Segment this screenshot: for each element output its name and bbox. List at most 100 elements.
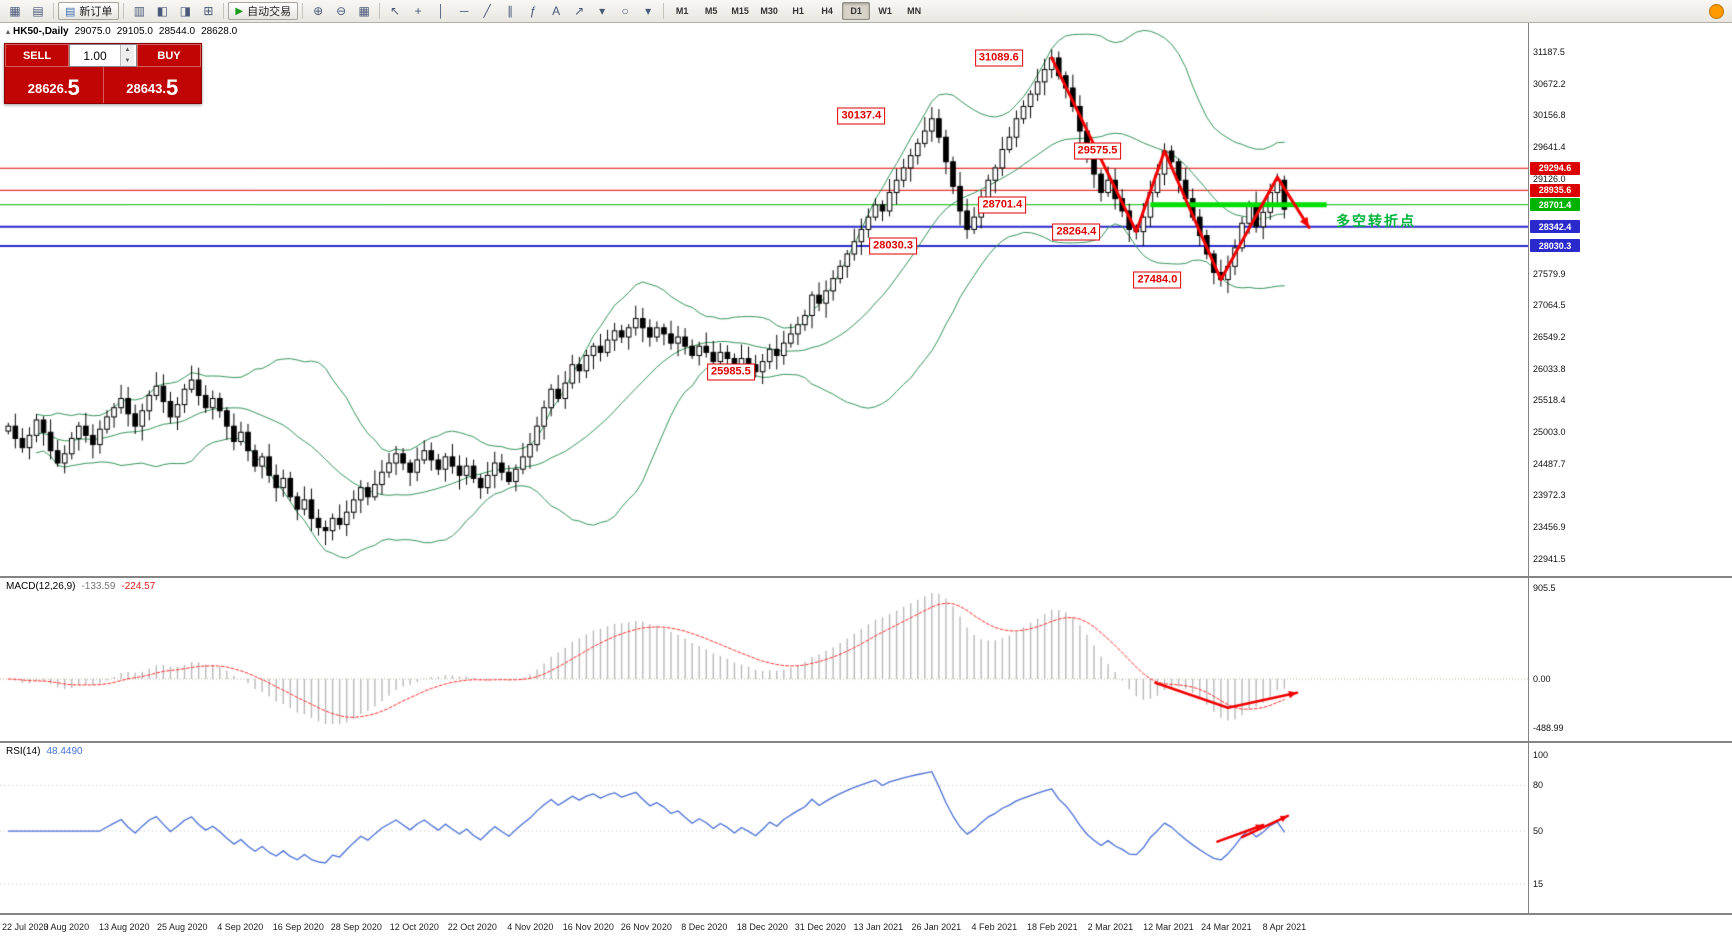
new-chart-icon[interactable]: ▦ <box>9 4 21 18</box>
volume-input[interactable] <box>70 45 120 66</box>
date-tick-label: 18 Dec 2020 <box>736 922 788 932</box>
low-value: 28544.0 <box>158 26 196 37</box>
price-tick-label: 27579.9 <box>1533 268 1566 279</box>
main-toolbar: ▦ ▤ ▤ 新订单 ▥ ◧ ◨ ⊞ ▶ 自动交易 ⊕ ⊖ ▦ ↖ + │ ─ ╱ ∥ ƒ A ↗ ▾ ○ ▾ M1… <box>0 0 1732 23</box>
text-icon[interactable]: A <box>552 4 561 18</box>
zoom-out-icon[interactable]: ⊖ <box>336 4 347 18</box>
date-tick-label: 4 Feb 2021 <box>971 922 1018 932</box>
zoom-in-icon[interactable]: ⊕ <box>313 4 324 18</box>
volume-down-icon[interactable]: ▼ <box>121 55 134 66</box>
macd-label: MACD(12,26,9) <box>6 581 76 592</box>
sell-price[interactable]: 28626. 5 <box>5 67 104 103</box>
date-tick-label: 18 Feb 2021 <box>1027 922 1078 932</box>
shapes-icon[interactable]: ○ <box>621 4 629 18</box>
panel-splitter[interactable] <box>0 576 1732 578</box>
price-callout[interactable]: 30137.4 <box>837 107 886 125</box>
toolbar-separator <box>223 3 225 19</box>
price-chart-canvas[interactable] <box>0 23 1528 576</box>
high-value: 29105.0 <box>116 26 153 37</box>
sell-button[interactable]: SELL <box>5 44 69 67</box>
price-callout[interactable]: 29575.5 <box>1073 142 1122 160</box>
navigator-icon[interactable]: ◨ <box>179 4 192 18</box>
price-chart-panel: ▴ HK50-,Daily 29075.0 29105.0 28544.0 28628.0… <box>0 23 1528 576</box>
axis-price-tag: 28935.6 <box>1530 183 1580 197</box>
date-tick-label: 8 Apr 2021 <box>1262 922 1307 932</box>
toolbar-view-group: ▥ ◧ ◨ ⊞ <box>128 1 219 21</box>
axis-price-tag: 28342.4 <box>1530 220 1580 234</box>
timeframe-w1-button[interactable]: W1 <box>878 6 892 16</box>
fibonacci-icon[interactable]: ƒ <box>529 4 537 18</box>
timeframe-m15-button[interactable]: M15 <box>731 6 749 16</box>
volume-up-icon[interactable]: ▲ <box>121 45 134 56</box>
buy-price[interactable]: 28643. 5 <box>104 67 202 103</box>
cursor-icon[interactable]: ↖ <box>390 4 401 18</box>
timeframe-mn-button[interactable]: MN <box>907 6 922 16</box>
price-callout[interactable]: 28030.3 <box>869 237 917 255</box>
market-watch-icon[interactable]: ▥ <box>133 4 146 18</box>
volume-stepper: ▲ ▼ <box>120 45 134 66</box>
time-axis[interactable]: 22 Jul 2020 3 Aug 2020 13 Aug 2020 25 Aug 2… <box>0 915 1732 942</box>
buy-price-main: 28643. <box>126 81 166 96</box>
sell-price-main: 28626. <box>27 81 68 96</box>
toolbar-separator <box>379 3 381 19</box>
toolbar-separator <box>53 3 54 19</box>
date-tick-label: 22 Oct 2020 <box>447 922 497 932</box>
rsi-value: 48.4490 <box>46 746 83 757</box>
date-tick-label: 28 Sep 2020 <box>330 922 382 932</box>
chart-legend: ▴ HK50-,Daily 29075.0 29105.0 28544.0 28628.0 <box>6 26 237 37</box>
macd-signal-value: -224.57 <box>121 581 156 592</box>
date-tick-label: 4 Nov 2020 <box>507 922 554 932</box>
date-tick-label: 16 Nov 2020 <box>562 922 614 932</box>
price-callout[interactable]: 31089.6 <box>974 49 1023 67</box>
price-callout[interactable]: 25985.5 <box>707 363 755 381</box>
buy-button[interactable]: BUY <box>137 44 201 67</box>
channel-icon[interactable]: ∥ <box>507 4 514 18</box>
price-callout[interactable]: 28264.4 <box>1052 223 1101 241</box>
arrow-dropdown-icon[interactable]: ▾ <box>599 4 606 18</box>
price-callout[interactable]: 27484.0 <box>1133 271 1182 289</box>
arrow-icon[interactable]: ↗ <box>574 4 585 18</box>
turning-point-text[interactable]: 多空转折点 <box>1336 213 1416 230</box>
alerts-icon[interactable] <box>1709 3 1724 19</box>
chart-collapse-icon[interactable]: ▴ <box>6 27 11 36</box>
toolbar-separator <box>663 3 665 19</box>
macd-tick-label: 905.5 <box>1533 583 1556 594</box>
vertical-line-icon[interactable]: │ <box>437 4 445 18</box>
timeframe-m1-button[interactable]: M1 <box>675 6 689 16</box>
timeframe-d1-button[interactable]: D1 <box>842 2 871 20</box>
date-tick-label: 26 Nov 2020 <box>620 922 672 932</box>
timeframe-group: M1 M5 M15 M30 H1 H4 D1 W1 MN <box>668 2 928 20</box>
date-tick-label: 31 Dec 2020 <box>794 922 846 932</box>
horizontal-line-icon[interactable]: ─ <box>459 4 469 18</box>
price-axis[interactable]: 31187.5 30672.2 30156.8 29641.4 29126.0 27579… <box>1528 23 1732 915</box>
date-tick-label: 24 Mar 2021 <box>1201 922 1252 932</box>
panel-splitter[interactable] <box>0 913 1732 915</box>
rsi-tick-label: 80 <box>1533 780 1544 791</box>
timeframe-h1-button[interactable]: H1 <box>792 6 804 16</box>
rsi-tick-label: 15 <box>1533 879 1544 890</box>
date-tick-label: 16 Sep 2020 <box>272 922 324 932</box>
tile-windows-icon[interactable]: ▦ <box>358 4 370 18</box>
new-order-button[interactable]: ▤ 新订单 <box>58 2 120 20</box>
timeframe-h4-button[interactable]: H4 <box>821 6 833 16</box>
date-tick-label: 12 Oct 2020 <box>389 922 439 932</box>
symbol-period-label: HK50-,Daily <box>13 26 69 37</box>
sell-price-big-digit: 5 <box>67 75 80 100</box>
rsi-canvas[interactable] <box>0 743 1528 913</box>
timeframe-m5-button[interactable]: M5 <box>704 6 718 16</box>
price-callout[interactable]: 28701.4 <box>978 196 1027 214</box>
auto-trading-button[interactable]: ▶ 自动交易 <box>228 2 299 20</box>
data-window-icon[interactable]: ◧ <box>156 4 169 18</box>
macd-value: -133.59 <box>81 581 116 592</box>
trendline-icon[interactable]: ╱ <box>483 4 491 18</box>
panel-splitter[interactable] <box>0 741 1732 743</box>
macd-canvas[interactable] <box>0 578 1528 741</box>
one-click-trading-panel: SELL ▲ ▼ BUY 28626.5 28643.5 <box>4 43 202 104</box>
shapes-dropdown-icon[interactable]: ▾ <box>645 4 652 18</box>
terminal-icon[interactable]: ⊞ <box>203 4 214 18</box>
date-tick-label: 4 Sep 2020 <box>217 922 264 932</box>
crosshair-icon[interactable]: + <box>414 4 422 18</box>
timeframe-m30-button[interactable]: M30 <box>760 6 778 16</box>
chart-profiles-icon[interactable]: ▤ <box>32 4 44 18</box>
toolbar-separator <box>123 3 125 19</box>
